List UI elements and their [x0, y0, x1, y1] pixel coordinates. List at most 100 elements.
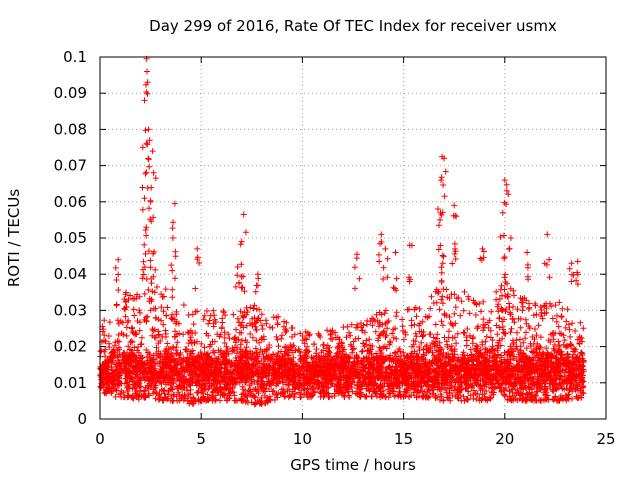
data-point [510, 303, 516, 310]
data-point [398, 353, 404, 359]
data-point [348, 321, 355, 328]
data-point [378, 375, 385, 382]
data-point [101, 332, 108, 339]
data-point [350, 338, 357, 345]
data-point [258, 335, 265, 342]
data-point [190, 363, 197, 370]
data-point [543, 345, 550, 352]
data-point [575, 367, 582, 374]
data-point [134, 347, 141, 354]
data-point [231, 392, 238, 399]
data-point [390, 326, 397, 333]
data-point [496, 296, 503, 302]
data-point [210, 323, 217, 330]
data-point [427, 305, 434, 312]
data-point [467, 392, 474, 399]
data-point [380, 353, 387, 360]
data-point [153, 371, 160, 378]
data-point [470, 395, 477, 402]
data-point [431, 373, 438, 380]
data-point [472, 366, 479, 373]
data-point [334, 378, 341, 385]
data-point [307, 379, 314, 385]
data-point [200, 382, 207, 389]
data-point [187, 334, 194, 341]
data-point [440, 354, 446, 361]
data-point [347, 341, 354, 348]
data-point [122, 370, 129, 377]
data-point [127, 339, 134, 345]
data-point [201, 312, 208, 319]
data-point [115, 391, 122, 398]
data-point [306, 331, 313, 338]
data-point [515, 362, 522, 369]
data-point [516, 353, 523, 360]
data-point [517, 336, 523, 343]
data-points [97, 55, 587, 408]
data-point [453, 295, 460, 302]
data-point [555, 323, 562, 330]
data-point [515, 390, 521, 396]
data-point [444, 394, 451, 401]
data-point [463, 337, 470, 344]
data-point [218, 324, 225, 331]
data-point [225, 376, 232, 383]
data-point [550, 336, 557, 343]
data-point [323, 368, 330, 375]
data-point [130, 395, 137, 402]
data-point [174, 361, 181, 368]
data-point [439, 374, 446, 381]
data-point [253, 326, 260, 333]
data-point [105, 379, 112, 385]
data-point [507, 329, 514, 336]
data-point [269, 324, 276, 331]
data-point [429, 349, 436, 356]
data-point [496, 315, 503, 322]
data-point [123, 375, 129, 382]
data-point [217, 397, 223, 404]
data-point [323, 380, 330, 387]
data-point [408, 317, 415, 324]
data-point [570, 368, 577, 375]
data-point [438, 318, 445, 325]
data-point [134, 318, 141, 324]
data-point [165, 346, 172, 353]
data-point [563, 397, 570, 404]
data-point [123, 324, 130, 331]
data-point [418, 328, 425, 335]
data-point [425, 383, 432, 390]
data-point [157, 350, 164, 357]
data-point [389, 330, 396, 337]
data-point [296, 383, 303, 390]
data-point [190, 400, 197, 407]
data-point [547, 339, 554, 345]
data-point [203, 330, 210, 337]
data-point [275, 343, 282, 350]
data-point [580, 325, 587, 332]
data-point [123, 289, 130, 296]
data-point [501, 330, 508, 337]
data-point [495, 308, 502, 315]
data-point [386, 375, 393, 382]
data-point [413, 313, 420, 320]
data-point [569, 320, 576, 327]
data-point [399, 316, 406, 323]
data-point [560, 332, 567, 339]
data-point [296, 363, 303, 370]
data-point [533, 392, 539, 399]
data-point [351, 355, 358, 362]
data-point [200, 353, 207, 360]
data-point [469, 340, 476, 347]
data-point [464, 326, 471, 332]
data-point [150, 352, 157, 359]
data-point [227, 388, 234, 395]
data-point [553, 349, 560, 356]
data-point [322, 375, 329, 382]
data-point [173, 347, 179, 354]
data-point [253, 349, 260, 356]
data-point [170, 343, 177, 350]
data-point [377, 388, 384, 395]
data-point [513, 343, 520, 350]
data-point [152, 334, 159, 341]
data-point [549, 315, 556, 322]
